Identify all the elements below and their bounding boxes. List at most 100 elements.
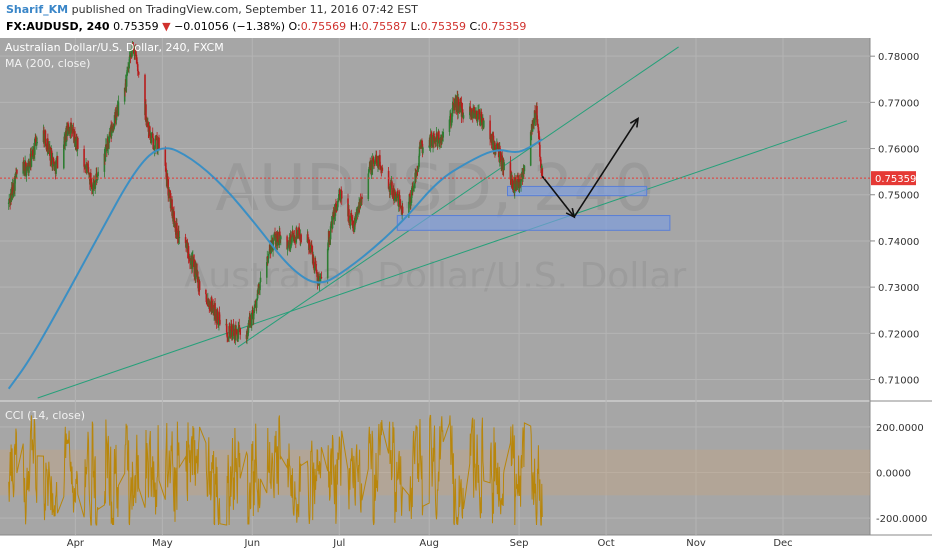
candle-body [53, 162, 56, 170]
candle-body [469, 106, 472, 112]
candle-body [113, 115, 116, 127]
candle-body [24, 161, 26, 176]
candle-body [173, 211, 175, 218]
candle-body [49, 153, 52, 161]
candle-body [391, 181, 393, 195]
candle-body [520, 179, 522, 186]
candle-body [397, 196, 400, 206]
candle-body [184, 237, 187, 244]
candle-body [474, 111, 477, 114]
ohlc-line: FX:AUDUSD, 240 0.75359 ▼ −0.01056 (−1.38… [6, 20, 526, 33]
time-tick-label: Jun [243, 538, 260, 549]
author-link[interactable]: Sharif_KM [6, 3, 69, 16]
candle-body [287, 245, 290, 248]
candle-body [418, 155, 420, 167]
candle-body [428, 145, 430, 148]
candle-body [492, 133, 494, 136]
candle-body [105, 144, 108, 147]
candle-body [28, 162, 30, 173]
candle-body [328, 230, 330, 243]
candle-body [250, 318, 252, 320]
candle-body [296, 234, 299, 237]
candle-body [165, 168, 168, 178]
candle-body [374, 158, 376, 163]
candle-body [95, 173, 98, 181]
time-tick-label: Oct [597, 538, 614, 549]
candle-body [7, 202, 10, 204]
candle-body [253, 307, 256, 314]
chart-canvas[interactable]: AUDUSD, 240 Australian Dollar/U.S. Dolla… [0, 38, 932, 550]
candle-body [380, 166, 382, 168]
candle-body [315, 270, 318, 272]
support-zones[interactable] [396, 185, 671, 231]
candle-body [314, 261, 316, 268]
candle-body [398, 195, 401, 207]
candle-body [367, 171, 370, 174]
candle-body [417, 169, 419, 172]
candle-body [15, 169, 18, 179]
candle-body [314, 261, 317, 264]
candle-body [219, 319, 221, 325]
candle-body [459, 102, 461, 113]
candle-body [8, 198, 10, 203]
candle-body [509, 162, 512, 180]
candle-body [235, 325, 237, 331]
candle-body [123, 87, 126, 102]
candle-body [54, 162, 56, 164]
candle-body [396, 197, 398, 198]
time-tick-label: May [152, 538, 173, 549]
candle-body [481, 116, 483, 125]
candle-body [479, 120, 482, 126]
candle-body [168, 190, 171, 194]
candle-body [70, 122, 72, 124]
cci-legend[interactable]: CCI (14, close) [5, 409, 85, 422]
candle-body [69, 122, 72, 134]
candle-body [64, 134, 67, 147]
candle-body [436, 133, 438, 139]
candle-body [198, 281, 201, 290]
candle-body [373, 162, 376, 164]
arrow-head-down [565, 207, 576, 219]
candle-body [339, 189, 342, 200]
candle-body [452, 102, 455, 106]
candle-body [442, 131, 445, 138]
candle-body [168, 190, 170, 198]
time-axis[interactable] [0, 536, 932, 550]
candle-body [63, 144, 65, 169]
symbol-label[interactable]: FX:AUDUSD, 240 [6, 20, 110, 33]
candle-body [441, 136, 444, 142]
candle-body [205, 294, 208, 303]
trendline [237, 46, 679, 348]
projection-arrow[interactable] [541, 116, 640, 219]
candle-body [173, 217, 176, 227]
time-tick-label: Jul [332, 538, 345, 549]
candle-body [501, 155, 503, 161]
candle-body [83, 166, 86, 168]
candle-body [300, 234, 302, 243]
candle-body [360, 202, 362, 205]
candle-body [169, 192, 172, 209]
ma-legend[interactable]: MA (200, close) [5, 57, 90, 70]
candle-body [205, 289, 207, 295]
price-axis[interactable] [870, 38, 932, 535]
candle-body [532, 125, 535, 127]
candle-body [256, 298, 258, 300]
candle-body [539, 156, 542, 160]
candle-body [357, 206, 359, 214]
candle-body [209, 302, 212, 311]
trendlines[interactable] [37, 46, 847, 399]
candle-body [212, 304, 214, 312]
candle-body [448, 119, 451, 132]
candle-body [144, 74, 146, 116]
ma-200-line [7, 138, 543, 390]
candle-body [461, 109, 463, 117]
candle-body [416, 170, 418, 172]
price-tick-label: 0.76000 [878, 145, 919, 156]
candle-body [132, 45, 135, 49]
price-tick-labels: 0.78000 0.77000 0.76000 0.75000 0.74000 0.730… [870, 52, 919, 387]
candle-body [541, 165, 543, 171]
candle-body [171, 199, 173, 216]
candle-body [231, 335, 234, 340]
price-change: −0.01056 (−1.38%) [174, 20, 286, 33]
candle-body [236, 333, 239, 341]
